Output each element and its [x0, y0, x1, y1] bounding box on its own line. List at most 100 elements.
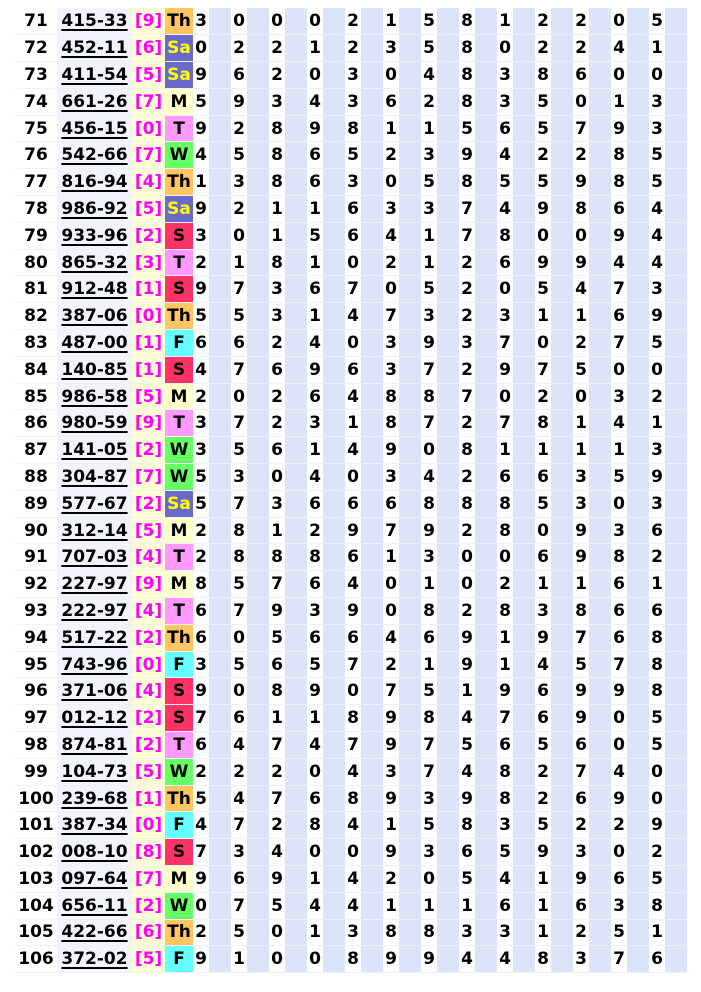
stripe-spacer	[475, 677, 497, 706]
stripe-spacer	[323, 302, 345, 331]
digit-cell: 2	[383, 141, 399, 170]
stripe-spacer	[437, 919, 459, 947]
stripe-spacer	[513, 249, 535, 277]
row-number: 71	[15, 8, 57, 36]
stripe-spacer	[399, 651, 421, 679]
stripe-spacer	[513, 115, 535, 143]
draw-code-link[interactable]: 372-02	[57, 945, 132, 974]
draw-code-link[interactable]: 097-64	[57, 865, 132, 893]
stripe-spacer	[665, 302, 687, 331]
stripe-spacer	[399, 356, 421, 384]
day-badge: S	[165, 356, 193, 384]
digit-cell: 0	[535, 517, 551, 545]
digit-cell: 1	[269, 222, 285, 250]
draw-code-link[interactable]: 140-85	[57, 356, 132, 384]
stripe-spacer	[513, 865, 535, 893]
draw-code-link[interactable]: 865-32	[57, 249, 132, 277]
draw-code-link[interactable]: 008-10	[57, 838, 132, 866]
draw-code-link[interactable]: 387-34	[57, 811, 132, 840]
stripe-spacer	[665, 409, 687, 438]
stripe-spacer	[513, 88, 535, 116]
stripe-spacer	[627, 785, 649, 813]
digit-cell: 3	[649, 115, 665, 143]
bracket-digit: [7]	[132, 463, 165, 491]
stripe-spacer	[513, 34, 535, 63]
day-badge: W	[165, 892, 193, 920]
draw-code-link[interactable]: 422-66	[57, 919, 132, 947]
draw-code-link[interactable]: 986-58	[57, 383, 132, 411]
stripe-spacer	[475, 383, 497, 411]
digit-cell: 8	[307, 543, 323, 572]
stripe-spacer	[627, 34, 649, 63]
bracket-digit: [9]	[132, 409, 165, 438]
bracket-digit: [2]	[132, 704, 165, 733]
stripe-spacer	[247, 758, 269, 786]
digit-cell: 9	[611, 785, 627, 813]
draw-code-link[interactable]: 707-03	[57, 543, 132, 572]
digit-cell: 1	[649, 409, 665, 438]
stripe-spacer	[665, 329, 687, 357]
draw-code-link[interactable]: 415-33	[57, 8, 132, 36]
stripe-spacer	[627, 88, 649, 116]
draw-code-link[interactable]: 239-68	[57, 785, 132, 813]
draw-code-link[interactable]: 661-26	[57, 88, 132, 116]
draw-code-link[interactable]: 452-11	[57, 34, 132, 63]
digit-cell: 3	[231, 168, 247, 197]
bracket-digit: [6]	[132, 919, 165, 947]
digit-cell: 6	[535, 704, 551, 733]
draw-code-link[interactable]: 141-05	[57, 436, 132, 465]
draw-code-link[interactable]: 227-97	[57, 570, 132, 599]
draw-code-link[interactable]: 874-81	[57, 731, 132, 759]
stripe-spacer	[589, 865, 611, 893]
bracket-digit: [1]	[132, 356, 165, 384]
draw-code-link[interactable]: 371-06	[57, 677, 132, 706]
stripe-spacer	[209, 517, 231, 545]
draw-code-link[interactable]: 577-67	[57, 490, 132, 518]
draw-code-link[interactable]: 933-96	[57, 222, 132, 250]
draw-code-link[interactable]: 304-87	[57, 463, 132, 491]
stripe-spacer	[665, 704, 687, 733]
stripe-spacer	[361, 249, 383, 277]
draw-code-link[interactable]: 743-96	[57, 651, 132, 679]
digit-cell: 2	[345, 8, 361, 36]
draw-code-link[interactable]: 517-22	[57, 624, 132, 652]
draw-code-link[interactable]: 312-14	[57, 517, 132, 545]
row-number: 84	[15, 356, 57, 384]
draw-code-link[interactable]: 816-94	[57, 168, 132, 197]
stripe-spacer	[247, 409, 269, 438]
digit-cell: 6	[573, 731, 589, 759]
draw-code-link[interactable]: 012-12	[57, 704, 132, 733]
stripe-spacer	[399, 785, 421, 813]
stripe-spacer	[399, 597, 421, 625]
draw-code-link[interactable]: 986-92	[57, 195, 132, 223]
digit-cell: 4	[459, 945, 475, 974]
draw-code-link[interactable]: 104-73	[57, 758, 132, 786]
day-badge: M	[165, 865, 193, 893]
digit-cell: 3	[497, 919, 513, 947]
stripe-spacer	[551, 490, 573, 518]
digit-cell: 3	[307, 409, 323, 438]
draw-code-link[interactable]: 387-06	[57, 302, 132, 331]
stripe-spacer	[361, 409, 383, 438]
draw-code-link[interactable]: 222-97	[57, 597, 132, 625]
stripe-spacer	[399, 61, 421, 89]
stripe-spacer	[285, 356, 307, 384]
stripe-spacer	[589, 88, 611, 116]
draw-code-link[interactable]: 542-66	[57, 141, 132, 170]
draw-code-link[interactable]: 980-59	[57, 409, 132, 438]
draw-code-link[interactable]: 456-15	[57, 115, 132, 143]
stripe-spacer	[247, 570, 269, 599]
draw-code-link[interactable]: 411-54	[57, 61, 132, 89]
digit-cell: 2	[269, 758, 285, 786]
bracket-digit: [3]	[132, 249, 165, 277]
draw-code-link[interactable]: 912-48	[57, 275, 132, 304]
draw-code-link[interactable]: 487-00	[57, 329, 132, 357]
digit-cell: 0	[535, 222, 551, 250]
digit-cell: 9	[383, 436, 399, 465]
bracket-digit: [1]	[132, 275, 165, 304]
digit-cell: 0	[611, 356, 627, 384]
row-number: 101	[15, 811, 57, 840]
stripe-spacer	[209, 275, 231, 304]
stripe-spacer	[437, 811, 459, 840]
draw-code-link[interactable]: 656-11	[57, 892, 132, 920]
